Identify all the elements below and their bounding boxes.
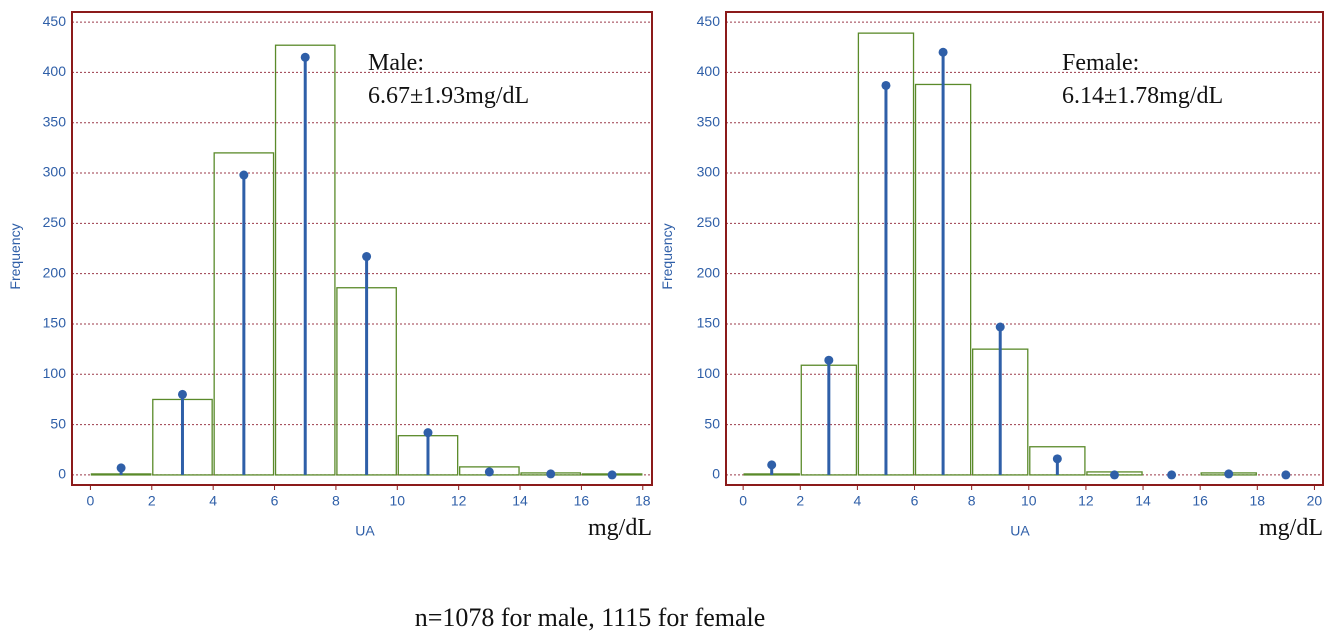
caption: n=1078 for male, 1115 for female — [415, 603, 766, 632]
stem-dot — [239, 170, 249, 180]
stem-dot — [938, 47, 948, 57]
x-tick-label: 6 — [911, 493, 919, 509]
x-tick-label: 18 — [635, 493, 651, 509]
y-tick-label: 200 — [697, 264, 721, 280]
stem-dot — [423, 428, 433, 438]
y-tick-label: 300 — [43, 164, 67, 180]
x-tick-label: 10 — [1021, 493, 1037, 509]
x-tick-label: 10 — [390, 493, 406, 509]
stem-dot — [824, 355, 834, 365]
y-axis-label: Frequency — [7, 223, 23, 289]
stem-dot — [1281, 470, 1291, 480]
y-tick-label: 50 — [704, 415, 720, 431]
y-tick-label: 50 — [50, 415, 66, 431]
y-tick-label: 200 — [43, 264, 67, 280]
stem-dot — [362, 252, 372, 262]
y-tick-label: 0 — [58, 466, 66, 482]
y-tick-label: 400 — [43, 63, 67, 79]
x-tick-label: 14 — [1135, 493, 1151, 509]
stem-dot — [1109, 470, 1119, 480]
x-unit: mg/dL — [1259, 515, 1323, 541]
y-tick-label: 350 — [697, 113, 721, 129]
stem-dot — [546, 469, 556, 479]
stem-dot — [607, 470, 617, 480]
x-tick-label: 12 — [451, 493, 467, 509]
x-tick-label: 16 — [1192, 493, 1208, 509]
annotation: 6.14±1.78mg/dL — [1062, 83, 1223, 109]
x-tick-label: 16 — [574, 493, 590, 509]
annotation: Female: — [1062, 50, 1139, 76]
y-tick-label: 350 — [43, 113, 67, 129]
x-axis-label: UA — [355, 523, 375, 539]
x-tick-label: 8 — [968, 493, 976, 509]
stem-dot — [1224, 469, 1234, 479]
y-tick-label: 100 — [43, 365, 67, 381]
x-tick-label: 6 — [271, 493, 279, 509]
stem-dot — [995, 322, 1005, 332]
plot-frame — [725, 11, 1324, 486]
y-tick-label: 450 — [697, 13, 721, 29]
x-tick-label: 14 — [512, 493, 528, 509]
x-tick-label: 4 — [853, 493, 861, 509]
stem-dot — [300, 52, 310, 62]
x-tick-label: 12 — [1078, 493, 1094, 509]
x-tick-label: 2 — [148, 493, 156, 509]
x-tick-label: 8 — [332, 493, 340, 509]
x-tick-label: 0 — [739, 493, 747, 509]
annotation: Male: — [368, 50, 424, 76]
y-tick-label: 150 — [697, 315, 721, 331]
y-tick-label: 150 — [43, 315, 67, 331]
stem-dot — [1167, 470, 1177, 480]
y-tick-label: 250 — [43, 214, 67, 230]
y-tick-label: 300 — [697, 164, 721, 180]
x-axis-label: UA — [1010, 523, 1030, 539]
x-tick-label: 18 — [1250, 493, 1266, 509]
y-tick-label: 100 — [697, 365, 721, 381]
x-tick-label: 0 — [87, 493, 95, 509]
y-tick-label: 250 — [697, 214, 721, 230]
x-tick-label: 4 — [209, 493, 217, 509]
y-axis-label: Frequency — [659, 223, 675, 289]
x-unit: mg/dL — [588, 515, 652, 541]
stem-dot — [767, 460, 777, 470]
stem-dot — [484, 467, 494, 477]
y-tick-label: 0 — [712, 466, 720, 482]
x-tick-label: 20 — [1307, 493, 1323, 509]
stem-dot — [1052, 454, 1062, 464]
annotation: 6.67±1.93mg/dL — [368, 83, 529, 109]
stem-dot — [881, 80, 891, 90]
stem-dot — [177, 389, 187, 399]
x-tick-label: 2 — [796, 493, 804, 509]
plot-frame — [71, 11, 653, 486]
y-tick-label: 400 — [697, 63, 721, 79]
y-tick-label: 450 — [43, 13, 67, 29]
stem-dot — [116, 463, 126, 473]
